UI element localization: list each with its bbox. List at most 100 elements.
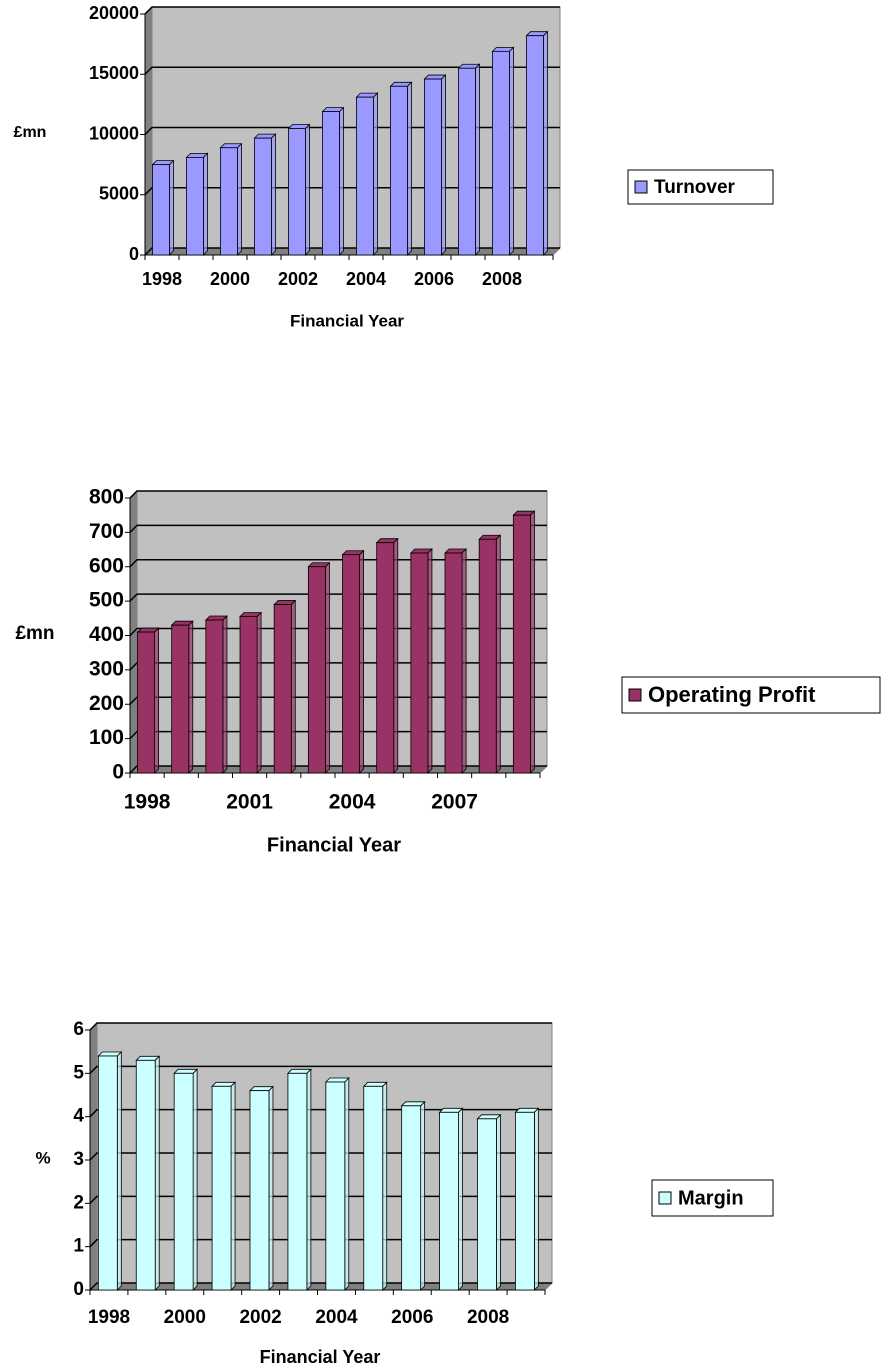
x-tick-label: 2006	[391, 1307, 433, 1328]
bar-side	[509, 46, 514, 256]
bar	[186, 156, 204, 256]
bar-side	[268, 1085, 274, 1291]
y-tick-label: 0	[73, 1279, 84, 1300]
legend-swatch	[628, 688, 642, 702]
x-tick-label: 2001	[226, 791, 273, 814]
y-tick-label: 5000	[99, 184, 139, 204]
bar	[363, 1085, 384, 1291]
bar	[273, 604, 292, 774]
bar-side	[373, 92, 378, 256]
bar	[152, 164, 170, 256]
bar-side	[407, 81, 412, 256]
bar-side	[495, 534, 501, 774]
y-tick-label: 1	[73, 1236, 84, 1257]
bar-side	[382, 1081, 388, 1291]
y-tick-label: 15000	[89, 63, 139, 83]
legend-label: Turnover	[654, 177, 736, 198]
legend-box	[627, 169, 774, 205]
x-tick-label: 2004	[346, 269, 386, 289]
y-tick-label: 400	[89, 623, 124, 646]
bar	[205, 619, 224, 774]
bar	[492, 50, 510, 256]
bar	[390, 85, 408, 256]
grid-line	[144, 126, 560, 136]
y-tick-label: 200	[89, 692, 124, 715]
bar	[356, 96, 374, 256]
bar-side	[344, 1077, 350, 1291]
bar	[171, 624, 190, 774]
bar-side	[306, 1068, 312, 1291]
bar-side	[359, 549, 365, 774]
bar	[410, 552, 429, 774]
legend-box	[651, 1179, 774, 1217]
x-tick-label: 1998	[124, 791, 171, 814]
y-tick-label: 3	[73, 1149, 84, 1170]
bar-side	[305, 123, 310, 256]
y-tick-label: 300	[89, 657, 124, 680]
grid-line	[89, 1238, 552, 1248]
y-tick-label: 10000	[89, 123, 139, 143]
y-tick-label: 20000	[89, 3, 139, 23]
y-axis-label: £mn	[15, 623, 54, 644]
legend-box	[621, 676, 881, 714]
bar-side	[192, 1068, 198, 1291]
y-tick-label: 5	[73, 1062, 84, 1083]
grid-line	[129, 490, 547, 499]
x-tick-label: 2000	[164, 1307, 206, 1328]
bar-side	[237, 142, 242, 256]
bar	[439, 1111, 459, 1291]
bar	[322, 111, 340, 256]
grid-line	[89, 1022, 552, 1031]
x-axis-label: Financial Year	[267, 834, 401, 856]
grid-line	[129, 696, 547, 705]
bar	[477, 1118, 497, 1291]
bar	[249, 1090, 270, 1291]
bar	[325, 1081, 346, 1291]
bar-side	[393, 537, 399, 774]
bar-side	[116, 1051, 122, 1291]
bar	[135, 1059, 156, 1291]
bar-side	[222, 615, 228, 774]
grid-line	[144, 187, 560, 196]
bar-side	[188, 620, 194, 774]
x-tick-label: 2000	[210, 269, 250, 289]
bar	[444, 552, 463, 774]
bar-side	[290, 599, 296, 774]
y-tick-label: 800	[89, 486, 124, 509]
grid-line	[89, 1108, 552, 1118]
y-tick-label: 0	[129, 244, 139, 264]
bar-side	[475, 63, 480, 256]
bar-side	[154, 1055, 160, 1291]
x-axis-label: Financial Year	[260, 1347, 381, 1367]
grid-line	[129, 593, 547, 602]
grid-line	[129, 765, 547, 774]
bar	[401, 1105, 422, 1291]
bar-side	[325, 561, 330, 774]
bar-side	[530, 510, 535, 774]
grid-line	[129, 730, 547, 740]
bar	[239, 616, 258, 774]
x-tick-label: 2006	[414, 269, 454, 289]
grid-line	[89, 1282, 552, 1291]
y-tick-label: 2	[73, 1192, 84, 1213]
y-tick-label: 600	[89, 554, 124, 577]
grid-line	[144, 66, 560, 75]
grid-line	[129, 662, 547, 671]
bar-side	[461, 548, 467, 774]
x-tick-label: 2008	[482, 269, 522, 289]
grid-line	[129, 559, 547, 568]
y-tick-label: 100	[89, 726, 124, 749]
grid-line	[89, 1152, 552, 1161]
bar	[97, 1055, 118, 1291]
bar-side	[256, 611, 262, 774]
x-tick-label: 2004	[315, 1307, 358, 1328]
bar	[526, 35, 544, 256]
x-tick-label: 2002	[278, 269, 318, 289]
grid-line	[129, 627, 547, 637]
y-tick-label: 700	[89, 520, 124, 543]
x-tick-label: 1998	[142, 269, 182, 289]
grid-line	[89, 1065, 552, 1074]
x-axis-label: Financial Year	[290, 311, 404, 330]
bar-side	[169, 159, 174, 256]
